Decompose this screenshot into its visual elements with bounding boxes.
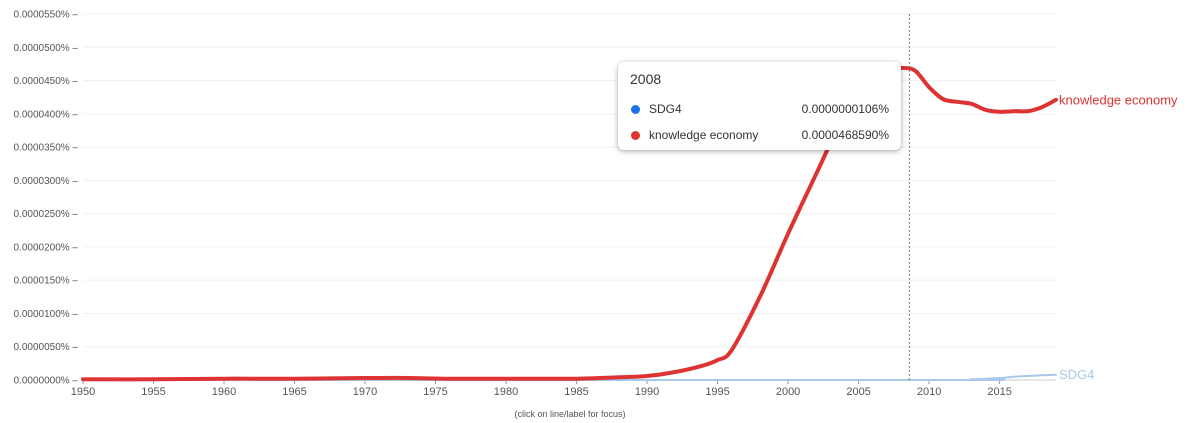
x-tick-label: 1950 <box>71 386 95 398</box>
y-tick-label: 0.0000400% – <box>13 109 78 120</box>
x-tick-label: 2000 <box>776 386 800 398</box>
x-tick-label: 1970 <box>353 386 377 398</box>
x-tick-label: 2010 <box>917 386 941 398</box>
x-tick-label: 1960 <box>212 386 236 398</box>
series-label-sdg4[interactable]: SDG4 <box>1059 367 1094 382</box>
tooltip-series-value: 0.0000000106% <box>801 102 889 116</box>
x-tick-label: 1965 <box>282 386 306 398</box>
x-tick-label: 1980 <box>494 386 518 398</box>
hover-tooltip: 2008 SDG4 0.0000000106% knowledge econom… <box>618 62 901 150</box>
tooltip-series-name: SDG4 <box>649 102 682 116</box>
y-tick-label: 0.0000500% – <box>13 43 78 54</box>
x-tick-label: 1995 <box>705 386 729 398</box>
y-tick-label: 0.0000250% – <box>13 209 78 220</box>
series-label-knowledge-economy[interactable]: knowledge economy <box>1059 92 1178 107</box>
knowledge-economy-dot-icon <box>631 130 640 140</box>
tooltip-row-sdg4: SDG4 0.0000000106% <box>630 96 889 122</box>
y-tick-label: 0.0000000% – <box>13 376 78 387</box>
focus-hint: (click on line/label for focus) <box>514 409 625 419</box>
y-tick-label: 0.0000450% – <box>13 76 78 87</box>
tooltip-series-value: 0.0000468590% <box>801 128 889 142</box>
y-tick-label: 0.0000100% – <box>13 309 78 320</box>
tooltip-series-name: knowledge economy <box>649 128 759 142</box>
tooltip-row-knowledge-economy: knowledge economy 0.0000468590% <box>630 122 889 148</box>
x-tick-label: 1990 <box>635 386 659 398</box>
x-axis: 1950 1955 1960 1965 1970 1975 1980 1985 1990 1995… <box>71 380 1012 398</box>
y-tick-label: 0.0000050% – <box>13 342 78 353</box>
tooltip-year: 2008 <box>630 71 662 87</box>
x-tick-label: 2015 <box>987 386 1011 398</box>
y-tick-label: 0.0000300% – <box>13 176 78 187</box>
y-axis: 0.0000000% – 0.0000050% – 0.0000100% – 0.00… <box>13 10 78 387</box>
y-tick-label: 0.0000150% – <box>13 276 78 287</box>
x-tick-label: 1985 <box>564 386 588 398</box>
y-tick-label: 0.0000350% – <box>13 143 78 154</box>
sdg4-dot-icon <box>631 104 640 114</box>
series-line-knowledge-economy[interactable] <box>81 65 1058 382</box>
y-tick-label: 0.0000200% – <box>13 242 78 253</box>
x-tick-label: 2005 <box>846 386 870 398</box>
y-tick-label: 0.0000550% – <box>13 10 78 21</box>
x-tick-label: 1975 <box>423 386 447 398</box>
series-lines[interactable]: SDG4 knowledge economy <box>81 65 1178 382</box>
x-tick-label: 1955 <box>141 386 165 398</box>
